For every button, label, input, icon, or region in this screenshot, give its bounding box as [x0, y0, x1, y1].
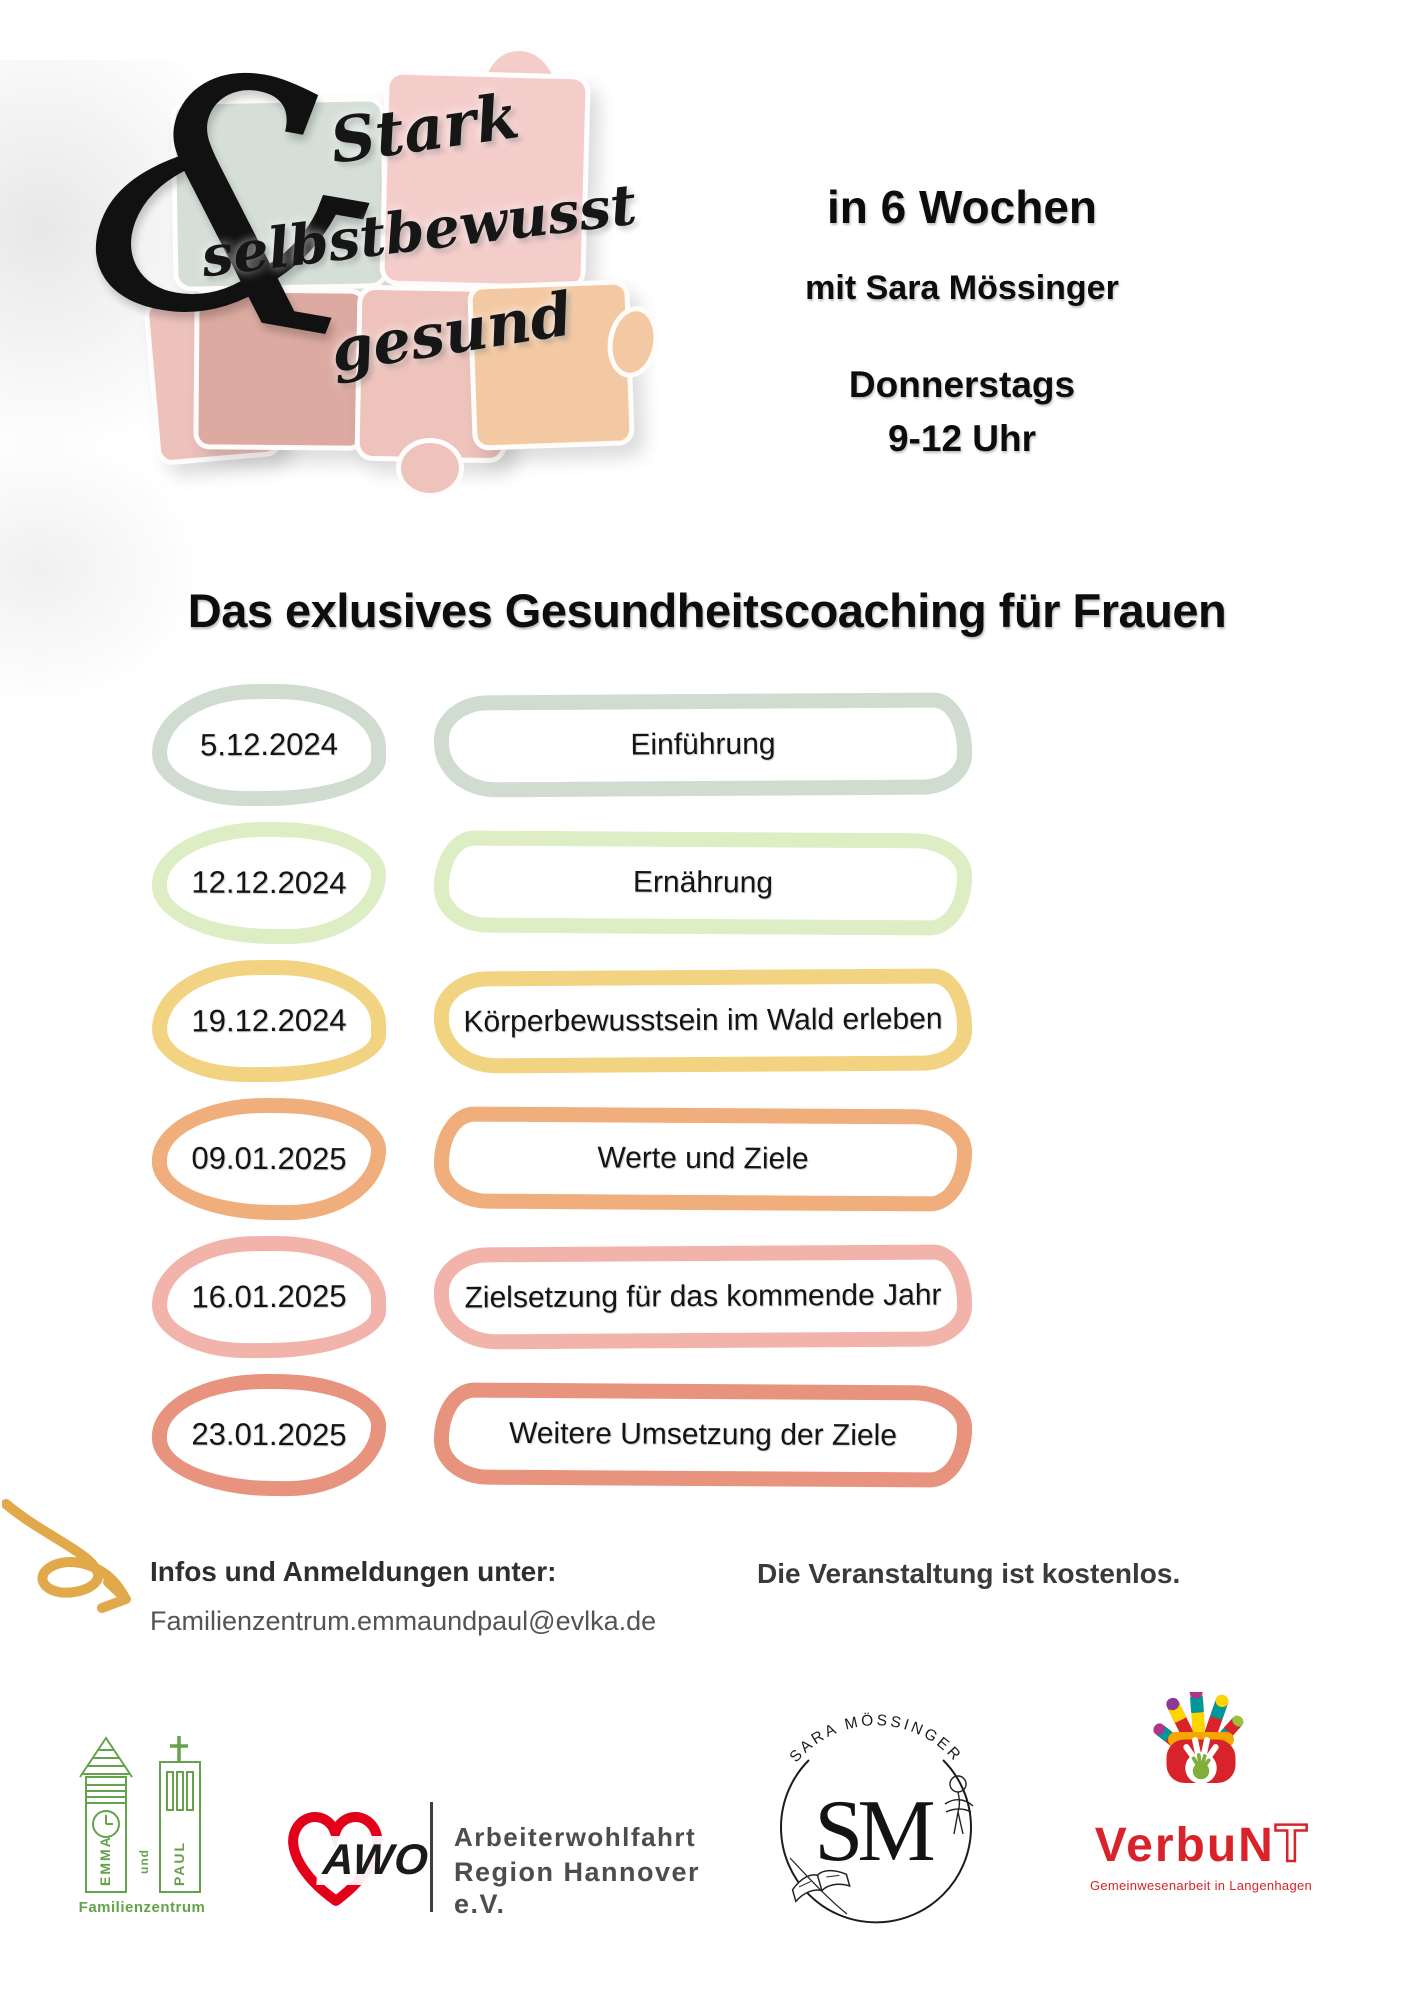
awo-org-line1: Arbeiterwohlfahrt — [454, 1822, 697, 1852]
ballerina-icon — [944, 1775, 974, 1835]
coach-text: mit Sara Mössinger — [805, 269, 1119, 307]
awo-org-line2: Region Hannover e.V. — [454, 1857, 701, 1919]
page-title: Das exlusives Gesundheitscoaching für Fr… — [187, 584, 1227, 637]
header-details: in 6 Wochen mit Sara Mössinger Donnersta… — [712, 182, 1212, 460]
verbunt-name-main: VerbuN — [1094, 1819, 1275, 1872]
topic-pill: Körperbewusstsein im Wald erleben — [433, 968, 973, 1074]
schedule-row: 16.01.2025 Zielsetzung für das kommende … — [151, 1228, 973, 1366]
tower-label-paul: PAUL — [171, 1841, 187, 1886]
date-pill: 5.12.2024 — [151, 683, 387, 807]
schedule-row: 23.01.2025 Weitere Umsetzung der Ziele — [151, 1366, 973, 1504]
verbunt-name-t: T — [1274, 1814, 1309, 1873]
sm-arc-text: SARA MÖSSINGER — [786, 1711, 965, 1766]
info-label: Infos und Anmeldungen unter: — [150, 1556, 557, 1587]
schedule-row: 19.12.2024 Körperbewusstsein im Wald erl… — [151, 952, 973, 1090]
schedule-row: 5.12.2024 Einführung — [151, 676, 973, 814]
date-pill: 19.12.2024 — [151, 959, 387, 1083]
schedule-list: 5.12.2024 Einführung 12.12.2024 Ernährun… — [151, 676, 973, 1504]
sara-moessinger-logo: SARA MÖSSINGER SM — [772, 1688, 992, 1941]
awo-divider — [430, 1802, 433, 1912]
topic-pill: Zielsetzung für das kommende Jahr — [433, 1244, 973, 1350]
topic-pill: Einführung — [433, 692, 973, 798]
hand-icon — [1153, 1692, 1244, 1784]
date-pill: 09.01.2025 — [151, 1097, 387, 1221]
sm-sketch-line — [789, 1857, 848, 1915]
puzzle-graphic: & Stark selbstbewusst gesund — [0, 0, 760, 520]
puzzle-knob — [396, 438, 464, 498]
familienzentrum-caption: Familienzentrum — [79, 1899, 206, 1916]
sm-monogram: SM — [814, 1783, 933, 1880]
verbunt-wordmark: VerbuNT — [1086, 1816, 1316, 1872]
verbunt-tagline: Gemeinwesenarbeit in Langenhagen — [1089, 1878, 1313, 1893]
weekday-text: Donnerstags — [848, 364, 1076, 405]
familienzentrum-logo: EMMA und PAUL Familienzentrum — [78, 1722, 210, 1927]
cost-note: Die Veranstaltung ist kostenlos. — [757, 1558, 1181, 1589]
topic-pill: Ernährung — [433, 830, 973, 936]
topic-pill: Weitere Umsetzung der Ziele — [433, 1382, 973, 1488]
church-towers-icon: EMMA und PAUL Familienzentrum — [79, 1736, 206, 1916]
tower-connector: und — [137, 1849, 151, 1874]
schedule-row: 09.01.2025 Werte und Ziele — [151, 1090, 973, 1228]
awo-acronym: AWO — [316, 1836, 436, 1885]
verbunt-logo: VerbuNT Gemeinwesenarbeit in Langenhagen — [1086, 1692, 1316, 1893]
date-pill: 23.01.2025 — [151, 1373, 387, 1497]
awo-logo: AWO Arbeiterwohlfahrt Region Hannover e.… — [278, 1798, 710, 1919]
date-pill: 16.01.2025 — [151, 1235, 387, 1359]
duration-text: in 6 Wochen — [826, 181, 1098, 233]
curly-arrow-icon — [1, 1498, 152, 1633]
time-text: 9-12 Uhr — [887, 418, 1037, 459]
date-pill: 12.12.2024 — [151, 821, 387, 945]
awo-org-name: Arbeiterwohlfahrt Region Hannover e.V. — [454, 1822, 710, 1920]
topic-pill: Werte und Ziele — [433, 1106, 973, 1212]
schedule-row: 12.12.2024 Ernährung — [151, 814, 973, 952]
info-email: Familienzentrum.emmaundpaul@evlka.de — [150, 1606, 657, 1636]
book-icon — [791, 1869, 851, 1903]
tower-label-emma: EMMA — [97, 1835, 113, 1886]
sm-circle — [780, 1759, 972, 1924]
